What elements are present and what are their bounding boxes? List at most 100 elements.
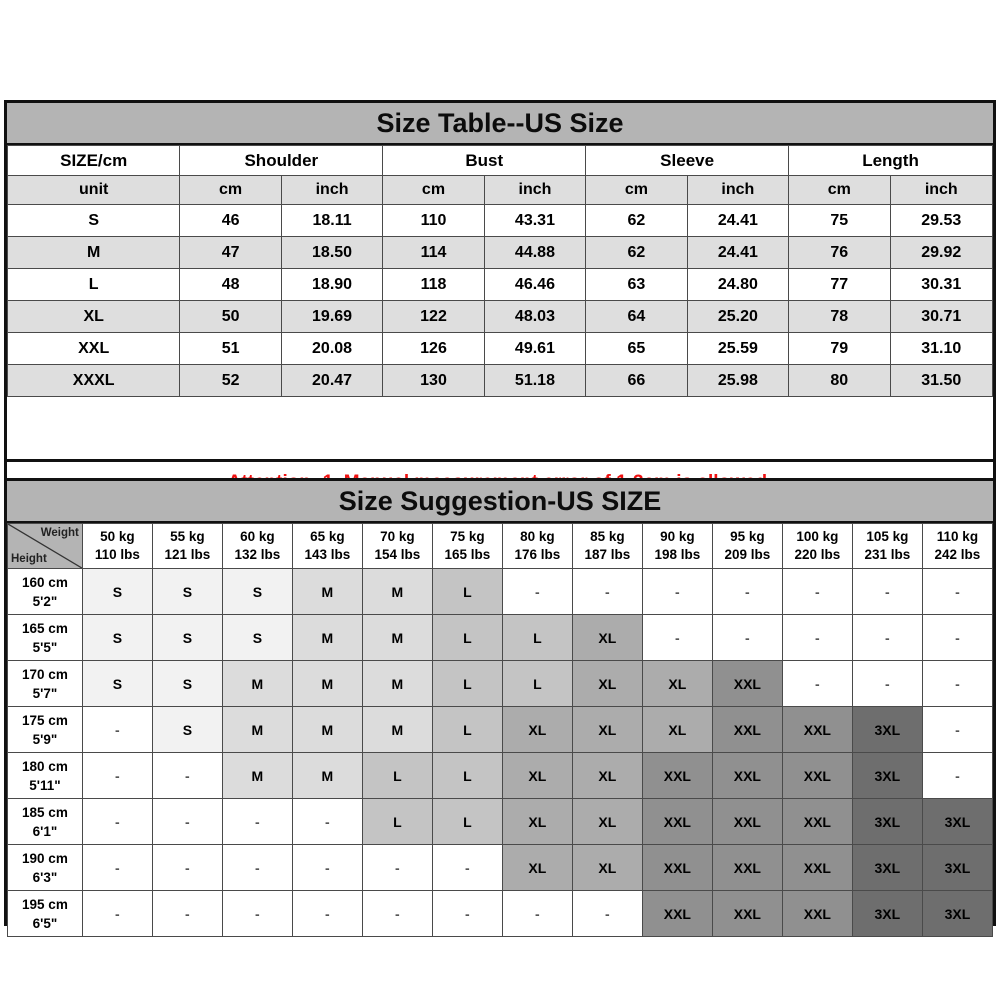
weight-kg-label: 65 kg [310, 529, 345, 544]
size-recommendation-cell: - [921, 660, 994, 707]
size-recommendation-cell: XL [571, 660, 643, 707]
size-recommendation-cell: - [781, 568, 853, 615]
measurement-cell: 18.50 [280, 236, 384, 269]
height-cm-label: 170 cm [22, 666, 68, 682]
weight-column-header: 95 kg 209 lbs [711, 523, 783, 569]
size-recommendation-cell: - [781, 614, 853, 661]
unit-header-cell: inch [889, 175, 994, 205]
size-label-cell: XXL [6, 332, 181, 365]
size-recommendation-cell: XL [501, 706, 573, 753]
size-recommendation-cell: L [431, 614, 503, 661]
size-recommendation-cell: M [221, 660, 293, 707]
measurement-cell: 48 [179, 268, 282, 301]
size-label-cell: S [6, 204, 181, 237]
size-recommendation-cell: - [711, 614, 783, 661]
table-row: 190 cm 6'3" - - - - - - XL XL XXL XXL XXL 3XL 3XL [7, 844, 994, 891]
measurement-cell: 46 [179, 204, 282, 237]
table-row: 160 cm 5'2" S S S M M L - - - - - - - [7, 568, 994, 615]
unit-header-cell: inch [280, 175, 384, 205]
size-recommendation-cell: M [291, 660, 363, 707]
size-recommendation-cell: L [431, 798, 503, 845]
weight-lbs-label: 176 lbs [514, 547, 561, 562]
size-recommendation-cell: XXL [641, 798, 713, 845]
size-recommendation-cell: - [291, 798, 363, 845]
size-recommendation-cell: XXL [781, 752, 853, 799]
size-recommendation-cell: XL [571, 798, 643, 845]
height-row-header: 165 cm 5'5" [7, 614, 83, 661]
measurement-cell: 51.18 [483, 364, 587, 397]
size-label-cell: XL [6, 300, 181, 333]
size-recommendation-cell: XXL [711, 752, 783, 799]
size-recommendation-cell: - [221, 798, 293, 845]
size-recommendation-cell: XL [501, 844, 573, 891]
size-recommendation-cell: XXL [711, 660, 783, 707]
weight-lbs-label: 143 lbs [304, 547, 351, 562]
size-recommendation-cell: S [151, 614, 223, 661]
size-recommendation-cell: - [151, 890, 223, 937]
table-row: 170 cm 5'7" S S M M M L L XL XL XXL - - - [7, 660, 994, 707]
size-recommendation-cell: - [501, 890, 573, 937]
table-row: L 48 18.90 118 46.46 63 24.80 77 30.31 [6, 268, 994, 301]
weight-column-header: 85 kg 187 lbs [571, 523, 643, 569]
weight-column-header: 70 kg 154 lbs [361, 523, 433, 569]
size-recommendation-cell: XXL [781, 798, 853, 845]
size-recommendation-cell: - [711, 568, 783, 615]
measurement-cell: 64 [585, 300, 688, 333]
size-recommendation-cell: S [81, 568, 153, 615]
size-recommendation-cell: 3XL [851, 706, 923, 753]
size-recommendation-cell: M [221, 706, 293, 753]
size-recommendation-cell: - [921, 614, 994, 661]
diagonal-divider-icon [8, 524, 82, 568]
size-table-title: Size Table--US Size [7, 103, 993, 145]
size-label-cell: L [6, 268, 181, 301]
measurement-cell: 24.41 [686, 204, 790, 237]
size-recommendation-cell: XXL [711, 706, 783, 753]
size-suggestion-title: Size Suggestion-US SIZE [7, 481, 993, 523]
table-row: XXL 51 20.08 126 49.61 65 25.59 79 31.10 [6, 332, 994, 365]
weight-lbs-label: 198 lbs [654, 547, 701, 562]
size-recommendation-cell: 3XL [921, 890, 994, 937]
measurement-cell: 48.03 [483, 300, 587, 333]
weight-kg-label: 95 kg [730, 529, 765, 544]
height-ft-label: 5'2" [32, 593, 58, 609]
size-recommendation-cell: - [81, 844, 153, 891]
weight-lbs-label: 231 lbs [864, 547, 911, 562]
size-suggestion-table: Weight Height 50 kg 110 lbs 55 kg 121 lbs 60 k… [7, 523, 994, 937]
measurement-cell: 44.88 [483, 236, 587, 269]
measurement-cell: 130 [382, 364, 485, 397]
weight-kg-label: 105 kg [866, 529, 909, 544]
size-recommendation-cell: - [781, 660, 853, 707]
measurement-cell: 49.61 [483, 332, 587, 365]
size-suggestion-panel: Size Suggestion-US SIZE Weight Height 50 k… [4, 478, 996, 937]
size-recommendation-cell: 3XL [851, 844, 923, 891]
size-recommendation-cell: L [501, 614, 573, 661]
size-recommendation-cell: S [151, 660, 223, 707]
weight-lbs-label: 209 lbs [724, 547, 771, 562]
weight-lbs-label: 110 lbs [94, 547, 140, 562]
weight-lbs-label: 242 lbs [934, 547, 981, 562]
size-recommendation-cell: - [151, 752, 223, 799]
measurement-cell: 118 [382, 268, 485, 301]
table-row: 175 cm 5'9" - S M M M L XL XL XL XXL XXL 3XL - [7, 706, 994, 753]
weight-lbs-label: 154 lbs [374, 547, 421, 562]
table-row: XXXL 52 20.47 130 51.18 66 25.98 80 31.50 [6, 364, 994, 397]
measurement-cell: 31.50 [889, 364, 994, 397]
column-group-header: Sleeve [585, 145, 790, 176]
weight-column-header: 105 kg 231 lbs [851, 523, 923, 569]
weight-lbs-label: 132 lbs [234, 547, 281, 562]
weight-column-header: 60 kg 132 lbs [221, 523, 293, 569]
size-recommendation-cell: - [81, 752, 153, 799]
size-recommendation-cell: - [151, 844, 223, 891]
measurement-cell: 29.92 [889, 236, 994, 269]
size-recommendation-cell: S [151, 706, 223, 753]
weight-kg-label: 100 kg [796, 529, 839, 544]
measurement-cell: 25.98 [686, 364, 790, 397]
size-recommendation-cell: L [431, 752, 503, 799]
height-ft-label: 6'1" [32, 823, 58, 839]
measurement-cell: 77 [788, 268, 891, 301]
size-recommendation-cell: XL [501, 752, 573, 799]
height-ft-label: 6'3" [32, 869, 58, 885]
weight-header-row: Weight Height 50 kg 110 lbs 55 kg 121 lbs 60 k… [7, 523, 994, 569]
measurement-cell: 18.90 [280, 268, 384, 301]
height-cm-label: 175 cm [22, 712, 68, 728]
